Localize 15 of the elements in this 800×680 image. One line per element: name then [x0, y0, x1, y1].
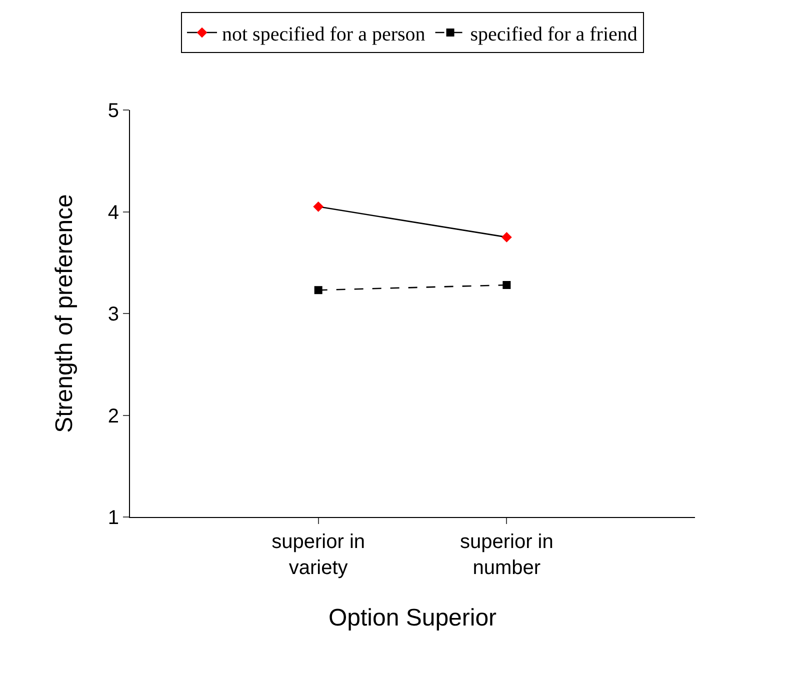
x-axis-title: Option Superior [328, 604, 497, 632]
point [502, 281, 511, 290]
y-tick-label: 1 [108, 507, 119, 529]
x-tick-label: superior in variety [272, 531, 366, 579]
point [314, 286, 322, 294]
point [313, 201, 324, 212]
x-tick-label: superior in number [460, 531, 554, 579]
legend-label: not specified for a person [222, 23, 426, 46]
y-tick-label: 4 [108, 202, 119, 224]
y-tick-label: 3 [108, 304, 119, 326]
y-axis-title: Strength of preference [51, 194, 78, 433]
point [501, 232, 512, 242]
legend-label: specified for a friend [470, 23, 638, 46]
y-tick-label: 2 [108, 405, 119, 428]
y-tick-label: 5 [108, 100, 119, 122]
